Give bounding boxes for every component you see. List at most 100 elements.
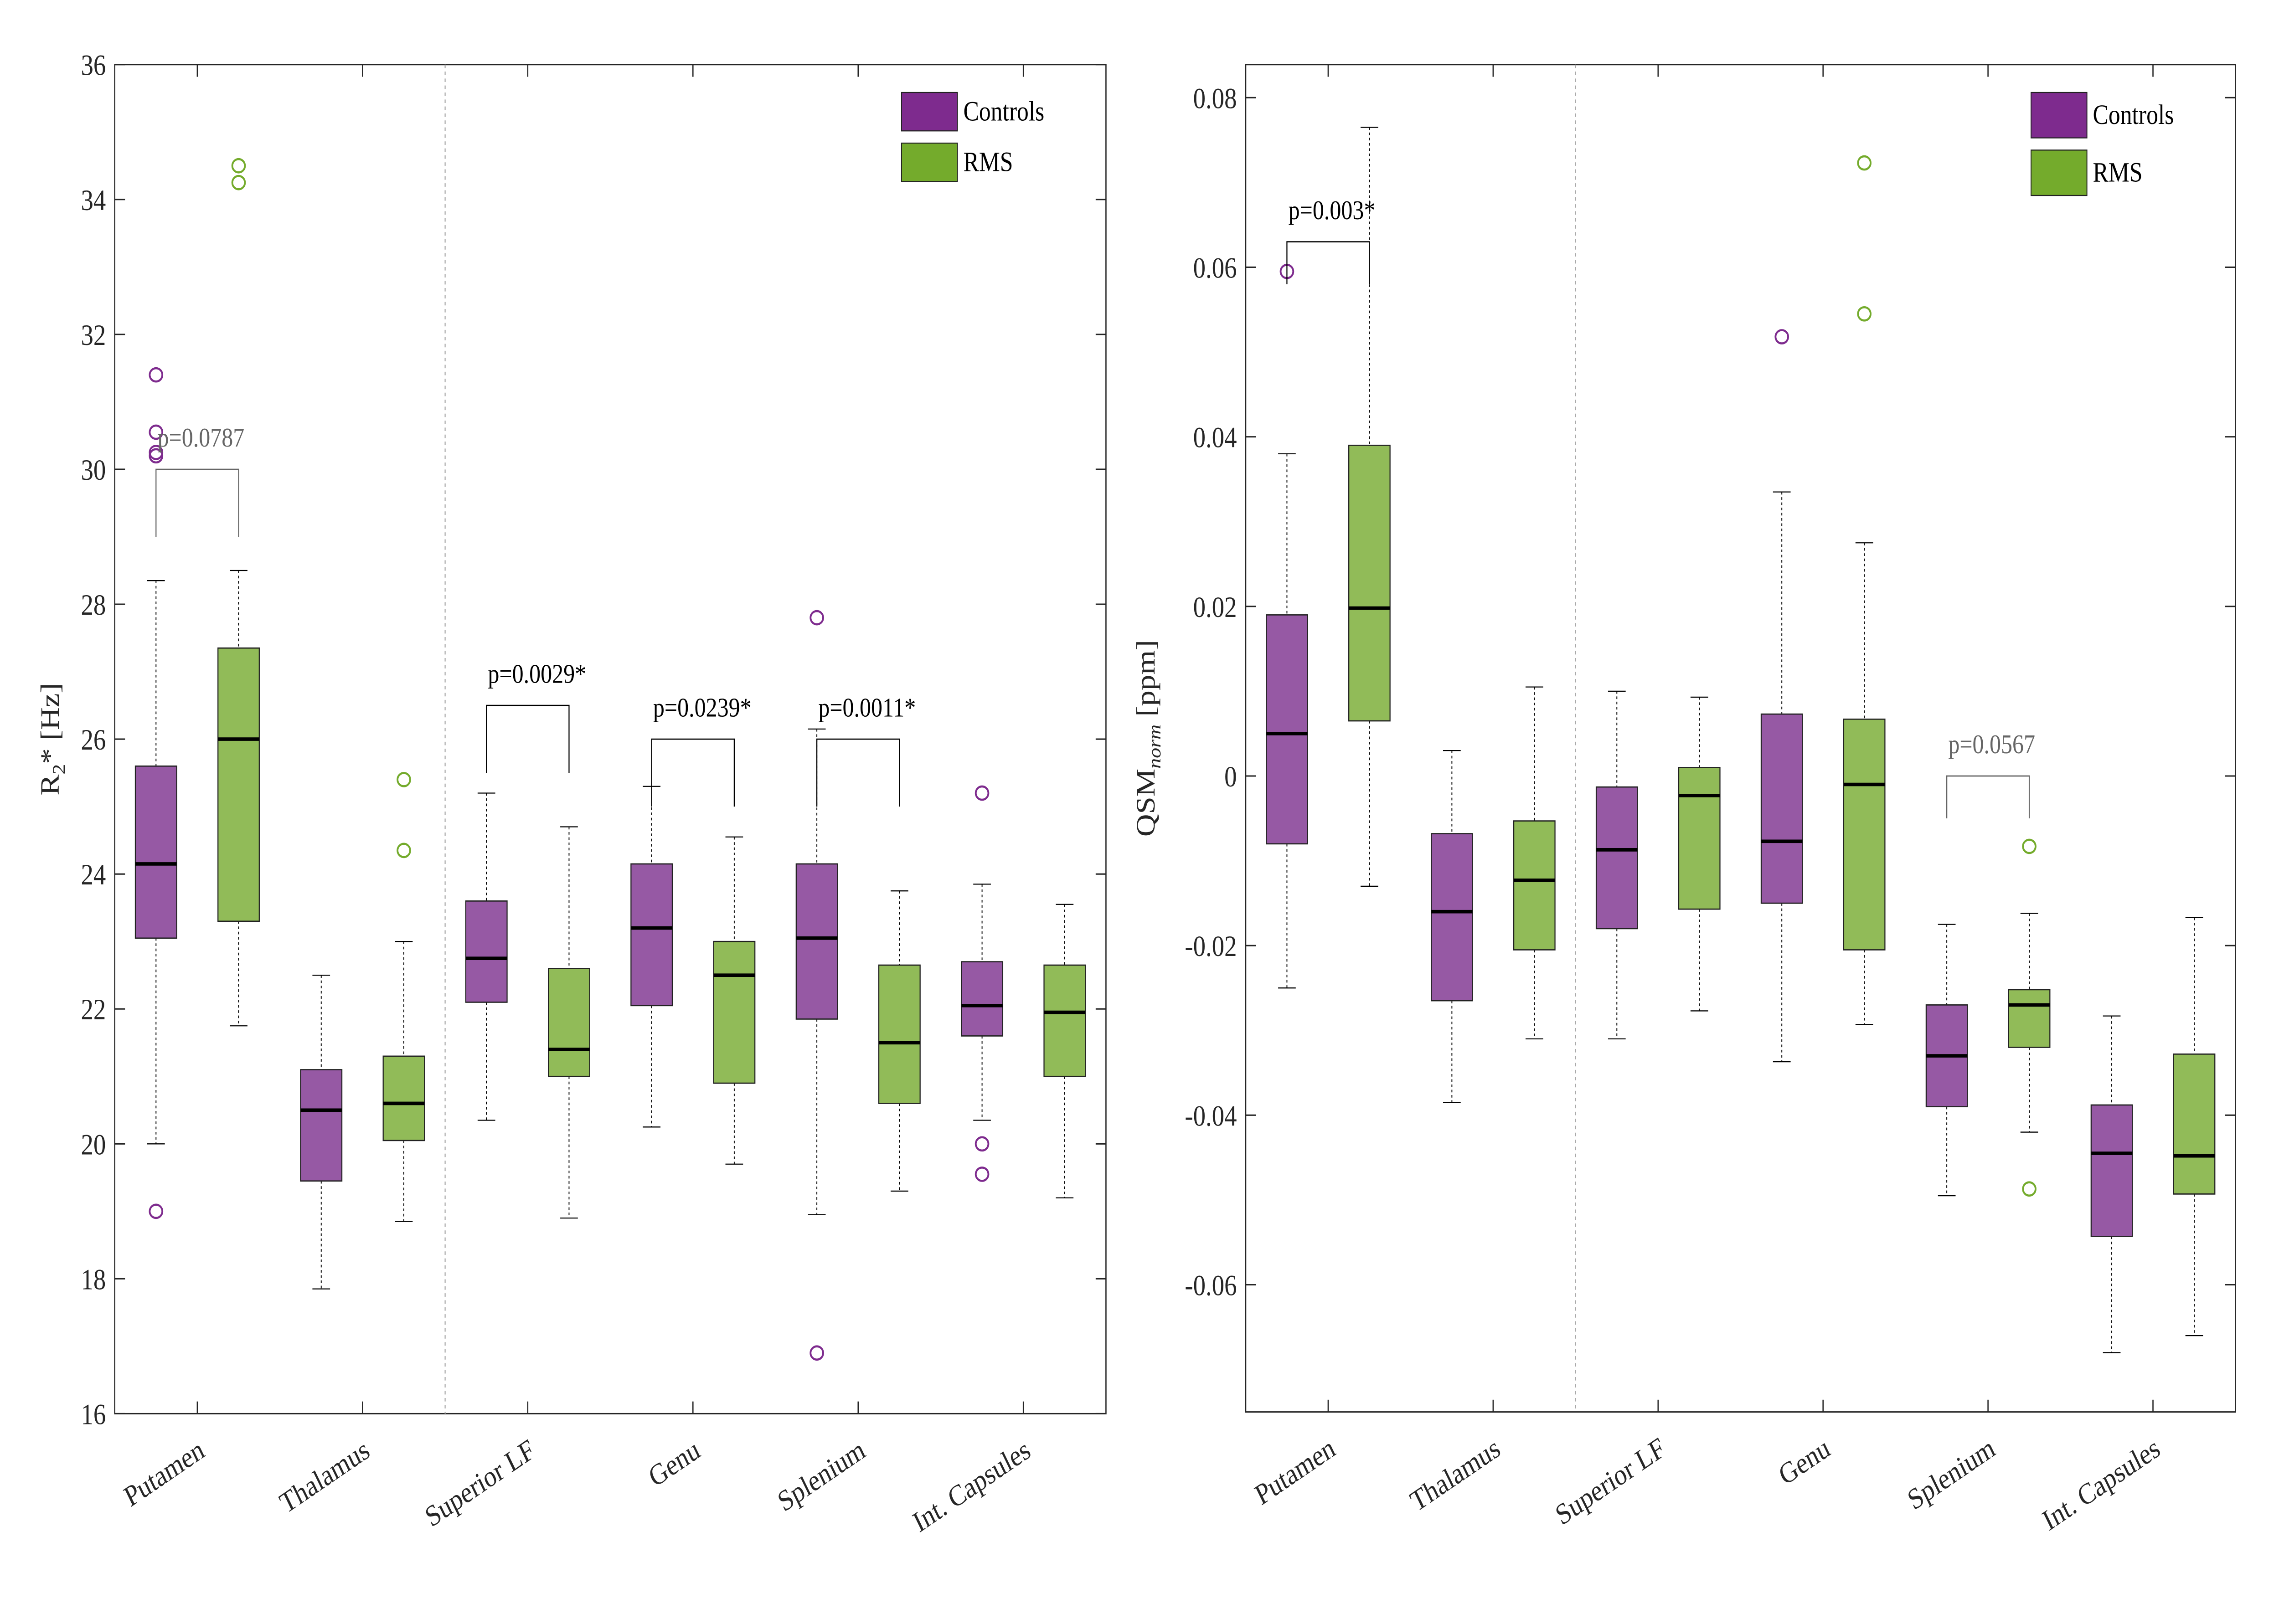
rms-box-putamen [1348,127,1391,887]
y-tick-label: 36 [81,49,106,82]
y-axis-label-unit: [ppm] [1131,640,1160,725]
outlier-point [2022,1181,2037,1197]
bracket-line [651,738,735,807]
outlier-point [149,424,164,440]
rms-box-thalamus [382,772,425,1222]
x-tick-label-genu: Genu [1774,1431,1835,1492]
rms-box-splenium [878,890,921,1192]
y-axis-label: R2* [Hz] [35,683,69,796]
iqr-box [134,765,177,939]
x-tick-label-putamen: Putamen [1250,1431,1340,1512]
y-tick-label: 0 [1224,761,1237,793]
y-tick-label: 16 [81,1398,106,1431]
iqr-box [961,961,1004,1037]
p-value-label: p=0.0787 [158,422,245,452]
legend: Controls RMS [901,92,1044,182]
controls-box-splenium [795,610,838,1361]
iqr-box [713,940,756,1084]
legend: Controls RMS [2031,92,2174,196]
controls-box-thalamus [300,975,343,1290]
iqr-box [2008,989,2051,1048]
controls-box-putamen [1266,263,1308,989]
iqr-box [1043,964,1086,1077]
y-tick-label: 24 [81,858,106,891]
rms-box-splenium [2008,838,2051,1197]
legend-swatch-rms [901,142,958,182]
y-tick-label: 34 [81,184,106,216]
iqr-box [630,863,673,1007]
outlier-point [231,158,246,174]
controls-box-genu [1760,329,1803,1063]
iqr-box [878,964,921,1104]
y-tick-label: 26 [81,724,106,756]
x-tick-label-putamen: Putamen [119,1433,209,1514]
significance-bracket: p=0.0239* [651,692,752,807]
rms-box-genu [1843,155,1886,1025]
outlier-point [397,772,411,787]
rms-box-putamen [217,158,260,1027]
controls-box-superior-lf [1595,690,1638,1039]
iqr-box [1430,833,1473,1002]
significance-bracket: p=0.0787 [155,422,245,537]
outlier-point [149,367,164,383]
iqr-box [1595,786,1638,930]
x-tick-label-thalamus: Thalamus [275,1433,374,1520]
outlier-point [810,1345,824,1361]
rms-box-superior-lf [548,826,590,1219]
legend-label-controls: Controls [963,96,1044,127]
y-tick-label: -0.02 [1185,930,1237,963]
outlier-point [975,1167,990,1182]
significance-bracket: p=0.0011* [816,692,916,807]
y-axis-label-unit: * [Hz] [35,683,65,764]
y-axis-label-base: QSM [1131,769,1160,837]
iqr-box [1513,820,1556,951]
outlier-point [2022,838,2037,854]
y-axis-label-subscript: 2 [49,764,69,775]
y-tick-label: 30 [81,454,106,487]
y-tick-label: 22 [81,993,106,1026]
r2star-boxplot-panel: 16 18 20 22 24 26 28 30 32 34 36 R2* [Hz] Putamen Tha… [35,49,1107,1539]
iqr-box [1760,713,1803,904]
rms-box-superior-lf [1678,696,1721,1012]
iqr-box [1843,718,1886,951]
p-value-label: p=0.0567 [1948,729,2035,759]
legend-swatch-controls [2031,92,2088,139]
outlier-point [1857,155,1872,171]
axes-frame [114,64,1107,1414]
x-tick-label-splenium: Splenium [1903,1431,2000,1517]
outlier-point [1774,329,1789,344]
significance-bracket: p=0.0567 [1946,729,2035,819]
legend-swatch-controls [901,92,958,132]
y-tick-label: 28 [81,589,106,622]
y-tick-label: 32 [81,319,106,352]
iqr-box [795,863,838,1020]
iqr-box [300,1069,343,1182]
bracket-line [1286,241,1370,284]
significance-bracket: p=0.003* [1286,195,1375,284]
y-tick-label: 0.02 [1193,591,1237,623]
controls-box-int-capsules [2090,1015,2133,1353]
bracket-line [155,468,239,537]
rms-box-int-capsules [1043,904,1086,1198]
iqr-box [1266,614,1308,845]
rms-box-int-capsules [2173,917,2216,1336]
outlier-point [1857,306,1872,322]
iqr-box [1678,767,1721,910]
significance-bracket: p=0.0029* [486,658,586,773]
controls-box-genu [630,786,673,1128]
y-tick-label: -0.04 [1185,1100,1237,1132]
axes-frame [1245,64,2236,1413]
iqr-box [1348,444,1391,722]
outlier-point [397,843,411,858]
iqr-box [465,900,508,1003]
controls-box-splenium [1925,924,1968,1197]
outlier-point [149,448,164,464]
p-value-label: p=0.0011* [818,692,916,722]
iqr-box [2173,1054,2216,1195]
iqr-box [548,968,590,1077]
outlier-point [975,785,990,801]
y-tick-label: 0.04 [1193,421,1237,454]
y-tick-label: 0.06 [1193,252,1237,284]
outlier-point [975,1136,990,1152]
